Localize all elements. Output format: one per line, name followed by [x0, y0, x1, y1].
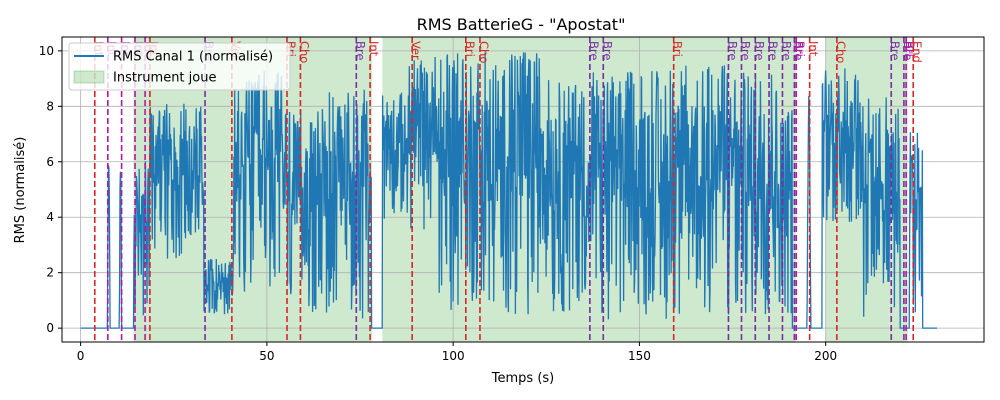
- section-marker-label: Bre: [888, 41, 902, 60]
- section-marker-label: Bre: [752, 41, 766, 60]
- section-marker-label: Bre: [738, 41, 752, 60]
- section-marker-label: Bre: [353, 41, 367, 60]
- section-marker-label: Ver: [409, 41, 423, 60]
- x-tick-label: 100: [442, 349, 465, 363]
- x-axis-label: Temps (s): [491, 371, 554, 386]
- legend-patch-swatch: [73, 70, 105, 84]
- legend: RMS Canal 1 (normalisé) Instrument joue: [68, 42, 291, 91]
- legend-box: [68, 42, 291, 91]
- y-tick-label: 10: [39, 44, 54, 58]
- x-tick-label: 200: [814, 349, 837, 363]
- section-marker-label: Cho: [477, 41, 491, 63]
- section-marker-label: Bri: [671, 41, 685, 57]
- section-marker-label: Cho: [834, 41, 848, 63]
- section-marker-label: Cho: [297, 41, 311, 63]
- y-tick-label: 4: [46, 210, 54, 224]
- section-marker-label: Bri: [903, 41, 917, 57]
- x-tick-label: 0: [77, 349, 85, 363]
- section-marker-label: Int: [807, 41, 821, 57]
- section-marker-label: Bre: [725, 41, 739, 60]
- section-marker-label: Int: [367, 41, 381, 57]
- section-marker-label: Bre: [791, 41, 805, 60]
- y-tick-label: 0: [46, 321, 54, 335]
- section-marker-label: Bre: [766, 41, 780, 60]
- plot-area: IntIntIntIntIntIntBreVerBriChoBreIntVerB…: [39, 36, 985, 363]
- section-marker-label: End: [910, 41, 924, 63]
- section-marker-label: Bre: [600, 41, 614, 60]
- x-tick-label: 50: [259, 349, 274, 363]
- y-tick-label: 8: [46, 99, 54, 113]
- section-marker-label: Bre: [901, 41, 915, 60]
- chart-title: RMS BatterieG - "Apostat": [417, 15, 626, 34]
- x-tick-label: 150: [628, 349, 651, 363]
- y-axis-label: RMS (normalisé): [13, 137, 28, 244]
- section-marker-label: Bre: [587, 41, 601, 60]
- y-tick-label: 2: [46, 266, 54, 280]
- legend-label: RMS Canal 1 (normalisé): [113, 50, 273, 65]
- y-tick-label: 6: [46, 155, 54, 169]
- legend-label: Instrument joue: [113, 71, 216, 86]
- section-marker-label: Bri: [793, 41, 807, 57]
- axes-frame: [61, 36, 985, 343]
- section-marker-label: Bre: [779, 41, 793, 60]
- section-marker-label: Bri: [463, 41, 477, 57]
